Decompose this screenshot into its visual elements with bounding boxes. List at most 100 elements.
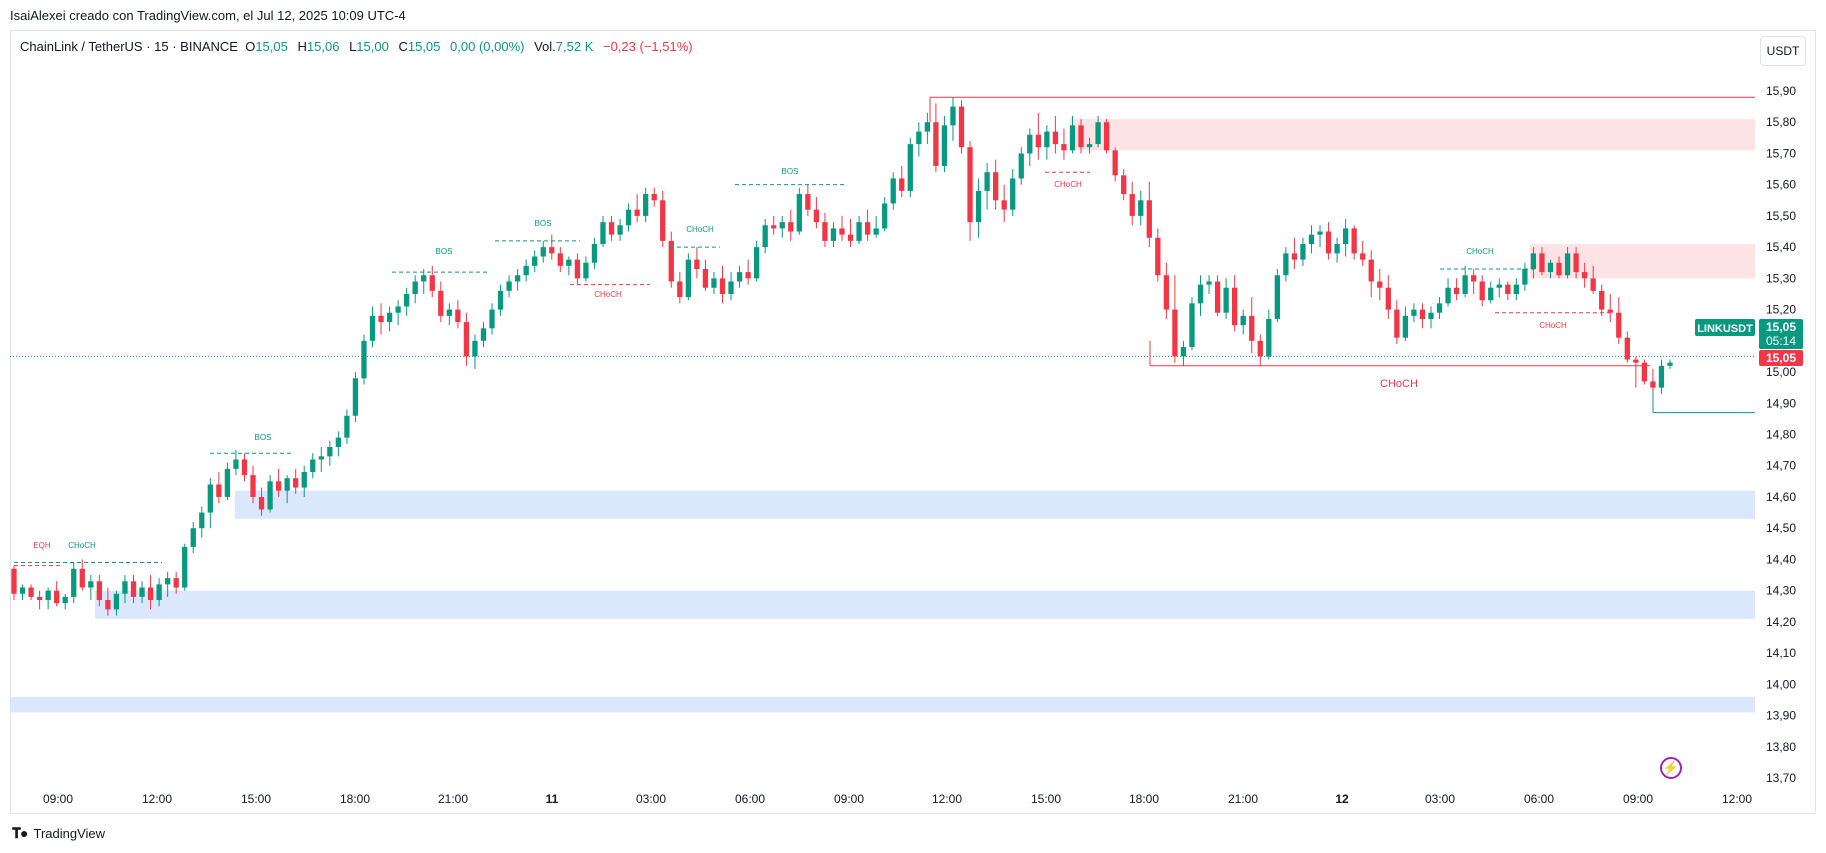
candle-body[interactable] bbox=[71, 568, 77, 597]
candle-body[interactable] bbox=[514, 275, 521, 282]
candle-body[interactable] bbox=[1283, 253, 1289, 276]
candle-body[interactable] bbox=[719, 278, 726, 294]
candle-body[interactable] bbox=[1180, 347, 1187, 357]
candle-body[interactable] bbox=[139, 587, 145, 597]
candle-body[interactable] bbox=[113, 593, 120, 610]
candle-body[interactable] bbox=[591, 244, 598, 263]
candle-body[interactable] bbox=[532, 256, 538, 266]
candle-body[interactable] bbox=[28, 587, 34, 597]
candle-body[interactable] bbox=[1334, 244, 1340, 254]
candle-body[interactable] bbox=[96, 581, 103, 601]
candle-body[interactable] bbox=[1249, 315, 1255, 341]
candle-body[interactable] bbox=[788, 222, 794, 232]
candle-body[interactable] bbox=[463, 322, 470, 357]
candle-body[interactable] bbox=[694, 259, 700, 269]
candle-body[interactable] bbox=[1522, 268, 1528, 285]
candle-body[interactable] bbox=[651, 194, 657, 201]
candle-body[interactable] bbox=[173, 578, 179, 588]
candle-body[interactable] bbox=[1368, 259, 1374, 282]
candle-body[interactable] bbox=[924, 122, 931, 132]
candle-body[interactable] bbox=[1547, 262, 1554, 273]
candle-body[interactable] bbox=[1035, 134, 1041, 148]
candle-body[interactable] bbox=[1411, 309, 1417, 316]
candle-body[interactable] bbox=[1027, 134, 1033, 154]
candle-body[interactable] bbox=[1360, 253, 1366, 260]
candle-body[interactable] bbox=[916, 131, 922, 145]
candle-body[interactable] bbox=[1530, 253, 1537, 269]
candle-body[interactable] bbox=[1394, 309, 1400, 338]
candle-body[interactable] bbox=[258, 496, 265, 510]
lightning-icon[interactable]: ⚡ bbox=[1660, 757, 1682, 779]
candle-body[interactable] bbox=[583, 262, 589, 279]
candle-body[interactable] bbox=[1539, 253, 1545, 273]
candle-body[interactable] bbox=[1573, 253, 1579, 273]
candle-body[interactable] bbox=[1155, 237, 1161, 276]
candle-body[interactable] bbox=[1266, 318, 1272, 357]
candle-body[interactable] bbox=[643, 194, 649, 216]
candle-body[interactable] bbox=[489, 309, 495, 329]
candle-body[interactable] bbox=[1086, 144, 1093, 148]
candle-body[interactable] bbox=[711, 278, 717, 288]
candle-body[interactable] bbox=[36, 596, 43, 601]
candle-body[interactable] bbox=[745, 272, 751, 279]
candle-body[interactable] bbox=[1342, 228, 1349, 245]
candle-body[interactable] bbox=[386, 312, 393, 323]
candle-body[interactable] bbox=[975, 190, 982, 223]
currency-button[interactable]: USDT bbox=[1760, 36, 1806, 66]
candle-body[interactable] bbox=[1650, 381, 1656, 388]
candle-body[interactable] bbox=[830, 228, 837, 241]
candle-body[interactable] bbox=[378, 315, 384, 323]
candle-body[interactable] bbox=[540, 247, 546, 257]
candle-body[interactable] bbox=[88, 581, 94, 588]
candle-body[interactable] bbox=[1402, 315, 1409, 338]
candle-body[interactable] bbox=[890, 178, 896, 204]
tradingview-logo[interactable]: 𝐓● TradingView bbox=[12, 825, 105, 842]
candle-body[interactable] bbox=[1556, 262, 1562, 276]
candle-body[interactable] bbox=[822, 222, 828, 241]
candle-body[interactable] bbox=[1257, 340, 1263, 357]
candle-body[interactable] bbox=[122, 581, 128, 594]
candle-body[interactable] bbox=[1121, 175, 1127, 195]
candle-body[interactable] bbox=[1351, 228, 1357, 254]
candle-body[interactable] bbox=[771, 225, 777, 229]
candle-body[interactable] bbox=[736, 272, 743, 282]
candle-body[interactable] bbox=[1505, 284, 1511, 294]
candle-body[interactable] bbox=[1274, 275, 1280, 319]
candle-body[interactable] bbox=[1488, 287, 1494, 301]
candle-body[interactable] bbox=[668, 240, 674, 282]
candle-body[interactable] bbox=[873, 228, 879, 235]
candle-body[interactable] bbox=[1129, 194, 1135, 216]
candle-body[interactable] bbox=[1163, 275, 1170, 310]
candle-body[interactable] bbox=[224, 468, 231, 497]
candle-body[interactable] bbox=[1599, 290, 1605, 310]
candle-body[interactable] bbox=[310, 459, 316, 472]
candle-body[interactable] bbox=[1112, 150, 1118, 176]
candle-body[interactable] bbox=[404, 293, 410, 307]
candle-body[interactable] bbox=[335, 437, 342, 447]
candle-body[interactable] bbox=[796, 194, 802, 232]
candle-body[interactable] bbox=[199, 512, 205, 529]
candle-body[interactable] bbox=[864, 222, 871, 235]
candle-body[interactable] bbox=[429, 275, 435, 291]
candle-body[interactable] bbox=[993, 172, 999, 201]
candle-body[interactable] bbox=[753, 247, 760, 279]
candle-body[interactable] bbox=[813, 209, 820, 223]
candle-body[interactable] bbox=[1581, 272, 1588, 279]
candle-body[interactable] bbox=[856, 222, 862, 241]
candle-body[interactable] bbox=[685, 259, 691, 298]
candle-body[interactable] bbox=[147, 587, 154, 601]
symbol-name[interactable]: ChainLink / TetherUS · 15 · BINANCE bbox=[20, 39, 238, 54]
candle-body[interactable] bbox=[1641, 362, 1648, 382]
candle-body[interactable] bbox=[207, 484, 213, 513]
candle-body[interactable] bbox=[472, 340, 478, 357]
candle-body[interactable] bbox=[899, 178, 905, 191]
candle-body[interactable] bbox=[1658, 365, 1665, 388]
candle-body[interactable] bbox=[130, 581, 137, 597]
candle-body[interactable] bbox=[1436, 303, 1443, 313]
candle-body[interactable] bbox=[1189, 303, 1195, 348]
candle-body[interactable] bbox=[421, 275, 427, 282]
candle-body[interactable] bbox=[19, 587, 26, 594]
candle-body[interactable] bbox=[1232, 287, 1238, 326]
candle-body[interactable] bbox=[617, 225, 623, 235]
